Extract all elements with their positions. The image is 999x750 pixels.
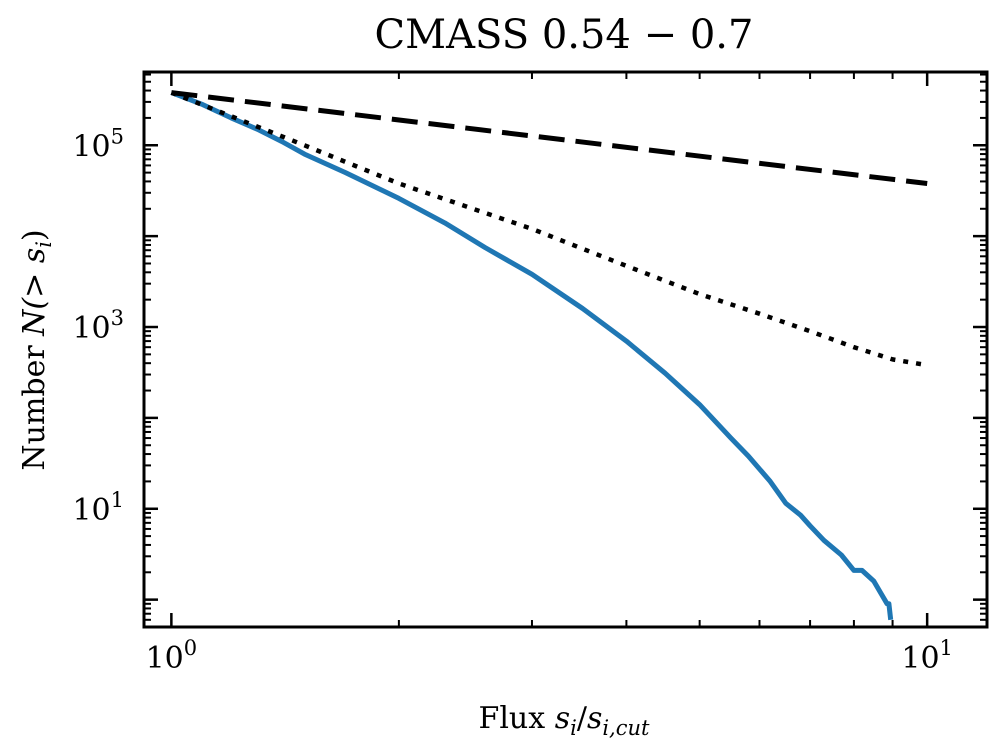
y-tick-label-exp: 5 [111,124,124,148]
y-axis-label-suffix: ) [17,229,52,241]
y-tick-label: 103 [72,306,124,346]
x-axis-label-prefix: Flux [479,701,555,736]
y-tick-label-base: 10 [72,129,110,164]
series-layer [170,90,928,621]
x-tick-label-base: 10 [146,641,184,676]
y-axis-label-prefix: Number [17,336,52,471]
y-axis-label-expr: N(> s [17,248,52,337]
y-axis-label-sub: i [32,241,56,248]
series-line-dashed [171,90,928,186]
y-tick-label-base: 10 [72,493,110,528]
x-axis-label-var2: s [587,701,602,736]
y-tick-label-exp: 3 [111,306,124,330]
y-tick-label-exp: 1 [111,488,124,512]
y-tick-label: 101 [72,488,124,528]
series-line-dotted [170,90,928,368]
x-tick-label-exp: 0 [184,636,197,660]
x-axis-label: Flux si/si,cut [479,701,651,740]
y-axis-label: Number N(> si) [17,229,56,470]
y-tick-label: 105 [72,124,124,164]
x-tick-label: 100 [146,636,198,676]
x-axis-label-var: s [555,701,570,736]
x-tick-label-exp: 1 [940,636,953,660]
x-axis-label-sub: i [570,716,577,740]
x-tick-label-base: 10 [901,641,939,676]
x-axis-label-sep: / [577,701,588,736]
series-line-solid [170,90,894,621]
x-axis-label-sub2: i,cut [602,716,650,740]
plot-frame [142,70,989,629]
chart-title: CMASS 0.54 − 0.7 [375,12,754,58]
y-tick-label-base: 10 [72,311,110,346]
x-tick-label: 101 [901,636,953,676]
